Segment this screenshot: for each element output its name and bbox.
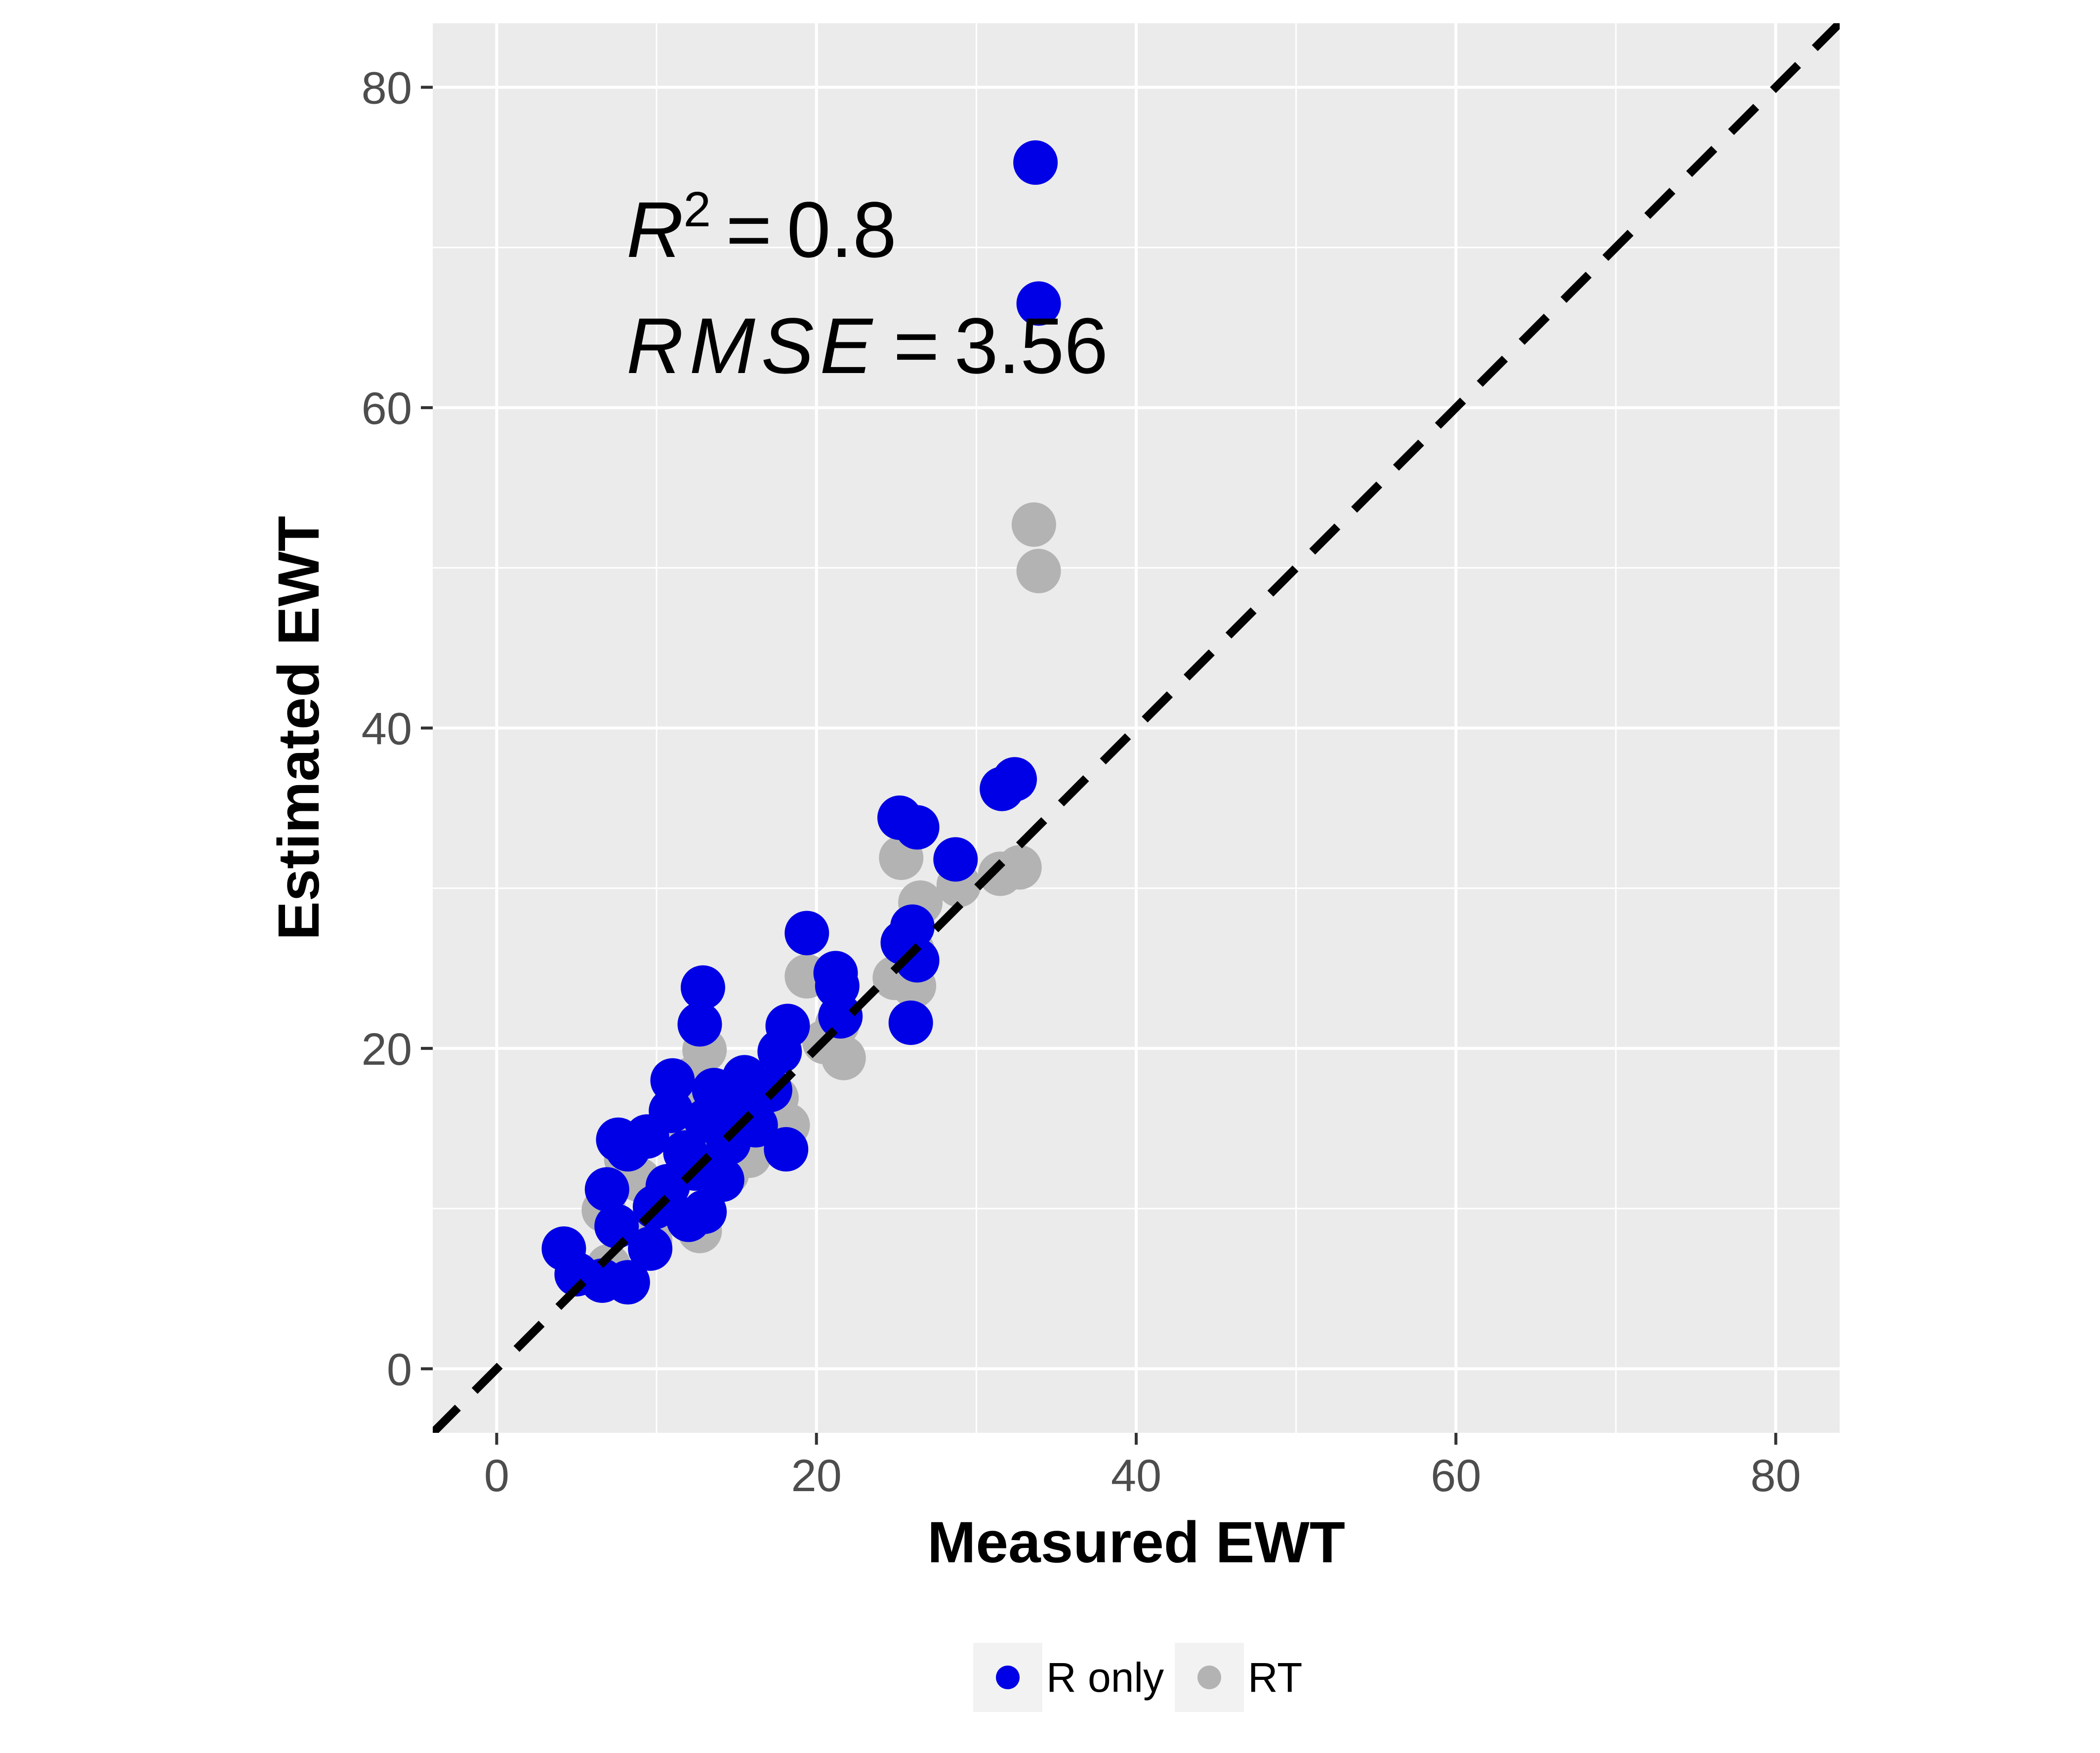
x-axis-title: Measured EWT [927, 1510, 1345, 1575]
y-tick-label: 40 [362, 704, 412, 754]
data-point-r-only [895, 938, 940, 983]
data-point-r-only [764, 1127, 809, 1172]
legend: R only RT [973, 1643, 1302, 1712]
y-tick-label: 80 [362, 63, 412, 114]
data-point-r-only [1013, 140, 1058, 185]
legend-label-r-only: R only [1046, 1654, 1164, 1701]
data-point-r-only [888, 1001, 933, 1045]
x-tick-label: 20 [791, 1451, 842, 1501]
x-tick-label: 80 [1750, 1451, 1801, 1501]
rmse-equals: = [893, 301, 939, 390]
legend-key-r-only [996, 1666, 1020, 1689]
x-tick-label: 0 [484, 1451, 509, 1501]
legend-label-rt: RT [1248, 1654, 1302, 1701]
plot-content [433, 23, 1840, 1433]
data-point-r-only [628, 1226, 673, 1271]
data-point-r-only [700, 1157, 744, 1202]
data-point-r-only [677, 1002, 722, 1047]
data-point-r-only [895, 805, 940, 850]
x-axis-ticks: 0 20 40 60 80 [484, 1433, 1801, 1501]
r-squared-superscript: 2 [684, 182, 711, 237]
data-point-rt [1011, 502, 1056, 547]
major-gridlines [433, 23, 1840, 1433]
x-tick-label: 60 [1431, 1451, 1481, 1501]
y-axis-ticks: 0 20 40 60 80 [362, 63, 433, 1395]
r-squared-symbol: R [626, 185, 684, 274]
rmse-symbol: RMSE [626, 301, 878, 390]
data-point-r-only [992, 757, 1037, 802]
data-point-r-only [757, 1029, 802, 1074]
data-point-r-only [784, 911, 829, 956]
data-point-rt [997, 845, 1042, 890]
r-squared-equals: = [726, 185, 772, 274]
y-axis-title: Estimated EWT [266, 516, 331, 940]
rmse-annotation: RMSE = 3.56 [626, 301, 1108, 390]
legend-key-rt [1197, 1666, 1221, 1689]
data-point-r-only [933, 837, 978, 882]
data-point-rt [1016, 548, 1061, 593]
y-tick-label: 20 [362, 1024, 412, 1075]
data-point-r-only [1016, 281, 1061, 326]
x-tick-label: 40 [1111, 1451, 1161, 1501]
rmse-value: 3.56 [954, 301, 1108, 390]
data-point-r-only [733, 1103, 778, 1148]
data-point-r-only [605, 1260, 650, 1305]
y-tick-label: 0 [387, 1344, 412, 1395]
r-squared-value: 0.8 [787, 185, 897, 274]
identity-reference-line [433, 23, 1840, 1433]
y-tick-label: 60 [362, 383, 412, 434]
data-point-r-only [815, 963, 860, 1008]
data-point-r-only [584, 1167, 629, 1212]
data-point-r-only [596, 1117, 641, 1162]
data-point-r-only [594, 1204, 639, 1249]
r-squared-annotation: R2 = 0.8 [626, 182, 897, 274]
data-point-r-only [680, 965, 725, 1010]
